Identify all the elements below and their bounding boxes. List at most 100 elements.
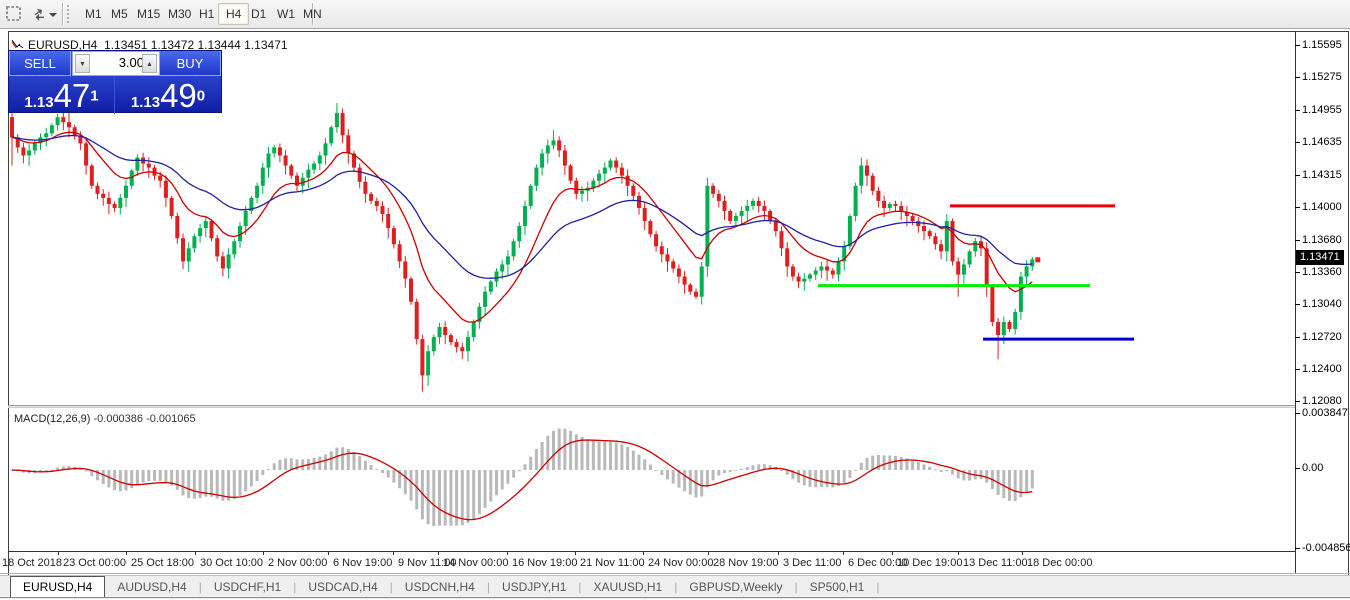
candle-body: [699, 266, 704, 297]
timeframe-button-d1[interactable]: D1: [251, 7, 267, 21]
time-tick-mark: [778, 551, 779, 555]
candle-body: [545, 145, 550, 154]
candle-body: [380, 205, 385, 215]
candle-body: [682, 276, 687, 285]
timeframe-button-m5[interactable]: M5: [111, 7, 128, 21]
macd-tick-mark: [1295, 548, 1300, 549]
chart-tab-usdchf[interactable]: USDCHF,H1: [213, 580, 282, 594]
timeframe-button-w1[interactable]: W1: [277, 7, 295, 21]
chart-tab-usdcnh[interactable]: USDCNH,H4: [404, 580, 475, 594]
time-tick-mark: [393, 551, 394, 555]
candle-body: [158, 175, 163, 181]
volume-input[interactable]: [90, 52, 144, 73]
candle-body: [27, 150, 32, 156]
timeframe-button-h4[interactable]: H4: [218, 3, 250, 25]
macd-histogram-bar: [215, 470, 219, 499]
volume-increase-button[interactable]: ▲: [142, 54, 157, 73]
time-tick-mark: [892, 551, 893, 555]
macd-histogram-bar: [187, 470, 191, 499]
select-rect-icon[interactable]: [4, 4, 24, 24]
macd-histogram-bar: [398, 470, 402, 489]
chart-tab-xauusd[interactable]: XAUUSD,H1: [593, 580, 663, 594]
candle-body: [1018, 276, 1023, 312]
candle-body: [192, 236, 197, 249]
candle-body: [865, 165, 869, 176]
time-tick-label: 16 Nov 19:00: [512, 557, 578, 569]
macd-histogram-bar: [232, 470, 236, 499]
toolbar-grip[interactable]: [66, 4, 70, 24]
candle-body: [654, 234, 659, 247]
pane-splitter[interactable]: [8, 405, 1295, 408]
macd-histogram-bar: [181, 470, 185, 496]
candle-body: [733, 216, 738, 222]
macd-histogram-bar: [375, 469, 379, 471]
macd-histogram-bar: [403, 470, 407, 495]
candle-body: [728, 210, 733, 222]
candle-body: [790, 266, 795, 277]
time-tick-label: 6 Nov 19:00: [333, 557, 393, 569]
candle-body: [334, 113, 339, 128]
candle-body: [431, 337, 436, 352]
candle-body: [357, 167, 362, 182]
chart-tab-usdcad[interactable]: USDCAD,H4: [308, 580, 378, 594]
arrange-charts-icon[interactable]: [30, 4, 50, 24]
candle-body: [363, 181, 368, 194]
macd-histogram-bar: [745, 467, 749, 470]
macd-histogram-bar: [609, 441, 612, 470]
volume-box: ▼ ▲: [72, 51, 160, 76]
candle-body: [808, 274, 812, 279]
macd-histogram-bar: [352, 452, 356, 470]
candle-body: [688, 284, 693, 292]
macd-histogram-bar: [825, 470, 829, 488]
price-axis-separator: [1295, 31, 1296, 574]
candle-body: [540, 153, 545, 168]
timeframe-button-m15[interactable]: M15: [137, 7, 161, 21]
sell-price-quote[interactable]: 1.13471: [9, 77, 115, 114]
chart-tab-gbpusd[interactable]: GBPUSD,Weekly: [689, 580, 783, 594]
volume-decrease-button[interactable]: ▼: [75, 54, 90, 73]
macd-histogram-bar: [124, 470, 128, 491]
chart-tab-audusd[interactable]: AUDUSD,H4: [117, 580, 187, 594]
candle-body: [961, 264, 966, 275]
dropdown-caret-icon[interactable]: [48, 4, 58, 24]
timeframe-button-m1[interactable]: M1: [85, 7, 102, 21]
candle-body: [460, 347, 465, 352]
candle-body: [990, 286, 995, 322]
buy-button[interactable]: BUY: [159, 51, 221, 76]
candle-body: [329, 127, 334, 144]
candle-body: [796, 276, 801, 282]
sell-button[interactable]: SELL: [9, 51, 71, 76]
macd-histogram-bar: [563, 428, 567, 470]
chart-tab-sp500[interactable]: SP500,H1: [809, 580, 865, 594]
timeframe-button-m30[interactable]: M30: [168, 7, 192, 21]
macd-histogram-bar: [346, 448, 350, 470]
candle-body: [55, 117, 60, 126]
tab-bar-border: [0, 597, 1350, 599]
macd-histogram-bar: [700, 470, 704, 497]
candle-body: [186, 248, 191, 262]
time-tick-label: 10 Dec 19:00: [897, 557, 963, 569]
chart-tab-usdjpy[interactable]: USDJPY,H1: [501, 580, 567, 594]
candle-body: [944, 221, 949, 252]
candle-body: [842, 246, 847, 262]
candle-body: [21, 147, 26, 156]
chart-icon: [11, 39, 24, 49]
buy-price-quote[interactable]: 1.13490: [115, 77, 221, 114]
candle-body: [779, 231, 784, 249]
candle-body: [277, 147, 282, 156]
candle-body: [175, 216, 180, 239]
tab-separator: |: [486, 580, 490, 594]
candle-body: [289, 165, 294, 176]
candle-body: [323, 143, 328, 156]
candle-body: [255, 185, 260, 198]
chart-window[interactable]: [8, 31, 1349, 598]
candle-body: [32, 143, 37, 151]
price-tick-label: 1.13680: [1302, 234, 1342, 246]
macd-histogram-bar: [620, 444, 624, 470]
timeframe-button-h1[interactable]: H1: [199, 7, 215, 21]
macd-histogram-bar: [666, 470, 669, 480]
chart-tab-eurusd[interactable]: EURUSD,H4: [10, 576, 106, 598]
macd-histogram-bar: [586, 439, 590, 470]
